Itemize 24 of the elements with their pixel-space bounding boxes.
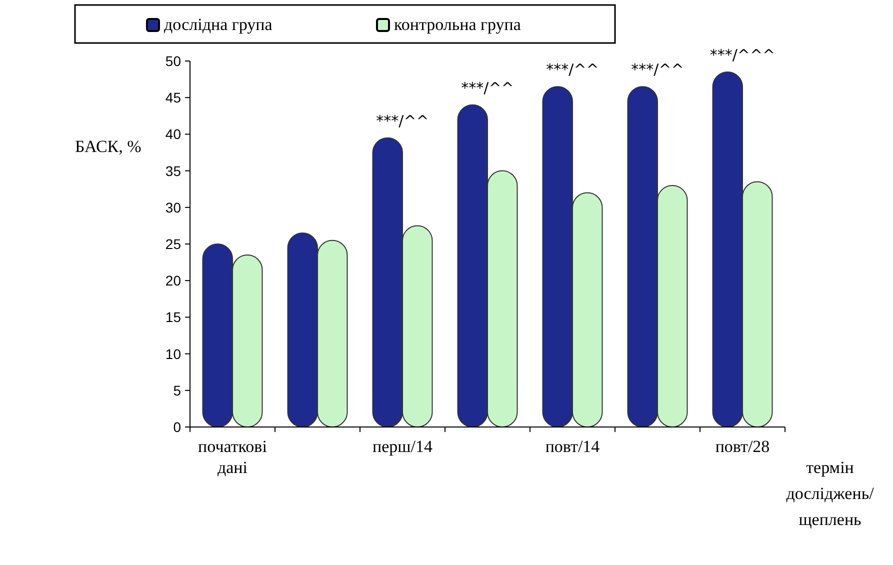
y-tick-label: 30 — [165, 199, 182, 216]
x-tick-label: початкові дані — [198, 437, 268, 477]
y-tick-label: 20 — [165, 272, 182, 289]
y-tick-label: 40 — [165, 126, 182, 142]
y-tick-label: 25 — [165, 236, 182, 252]
data-label: ***/^^ — [376, 112, 429, 130]
x-tick-label: повт/14 — [545, 437, 600, 456]
data-label: ***/^^ — [631, 60, 684, 79]
data-label: ***/^^ — [546, 60, 599, 79]
y-tick-label: 10 — [165, 346, 182, 362]
y-tick-label: 5 — [173, 382, 182, 398]
x-axis-title: термін досліджень/ щеплень — [786, 458, 874, 529]
y-tick-label: 0 — [173, 419, 182, 435]
y-tick-label: 35 — [165, 162, 182, 179]
legend-label: дослідна група — [164, 15, 273, 34]
x-tick-label: перш/14 — [372, 437, 433, 456]
y-tick-label: 50 — [165, 53, 182, 69]
data-label: ***/^^^ — [710, 46, 776, 64]
data-label: ***/^^ — [461, 78, 514, 97]
y-axis-title: БАСК, % — [75, 137, 142, 156]
y-tick-label: 45 — [165, 90, 182, 106]
legend-label: контрольна група — [394, 15, 522, 34]
y-tick-label: 15 — [165, 309, 182, 326]
x-tick-label: повт/28 — [715, 437, 770, 456]
